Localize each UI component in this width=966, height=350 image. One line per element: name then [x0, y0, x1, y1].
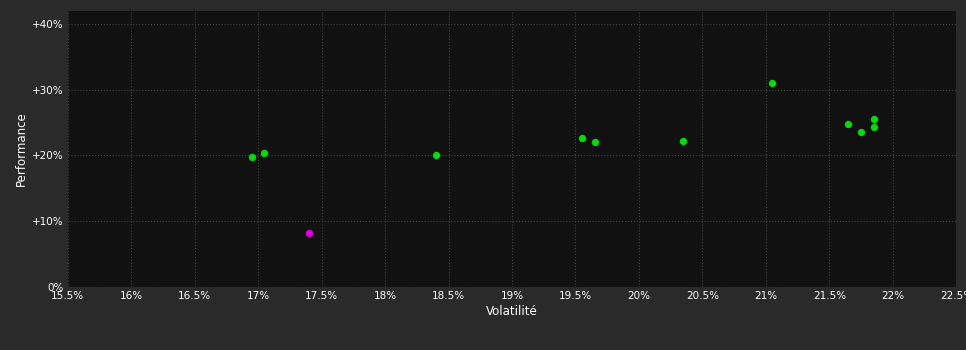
Point [764, 80, 780, 86]
Point [586, 139, 602, 144]
Point [574, 135, 589, 141]
Y-axis label: Performance: Performance [14, 111, 28, 186]
X-axis label: Volatilité: Volatilité [486, 305, 538, 318]
Point [867, 124, 882, 130]
Point [301, 230, 317, 236]
Point [428, 152, 443, 158]
Point [840, 121, 856, 127]
Point [257, 150, 272, 156]
Point [675, 138, 691, 144]
Point [244, 154, 260, 160]
Point [853, 129, 868, 134]
Point [867, 116, 882, 122]
